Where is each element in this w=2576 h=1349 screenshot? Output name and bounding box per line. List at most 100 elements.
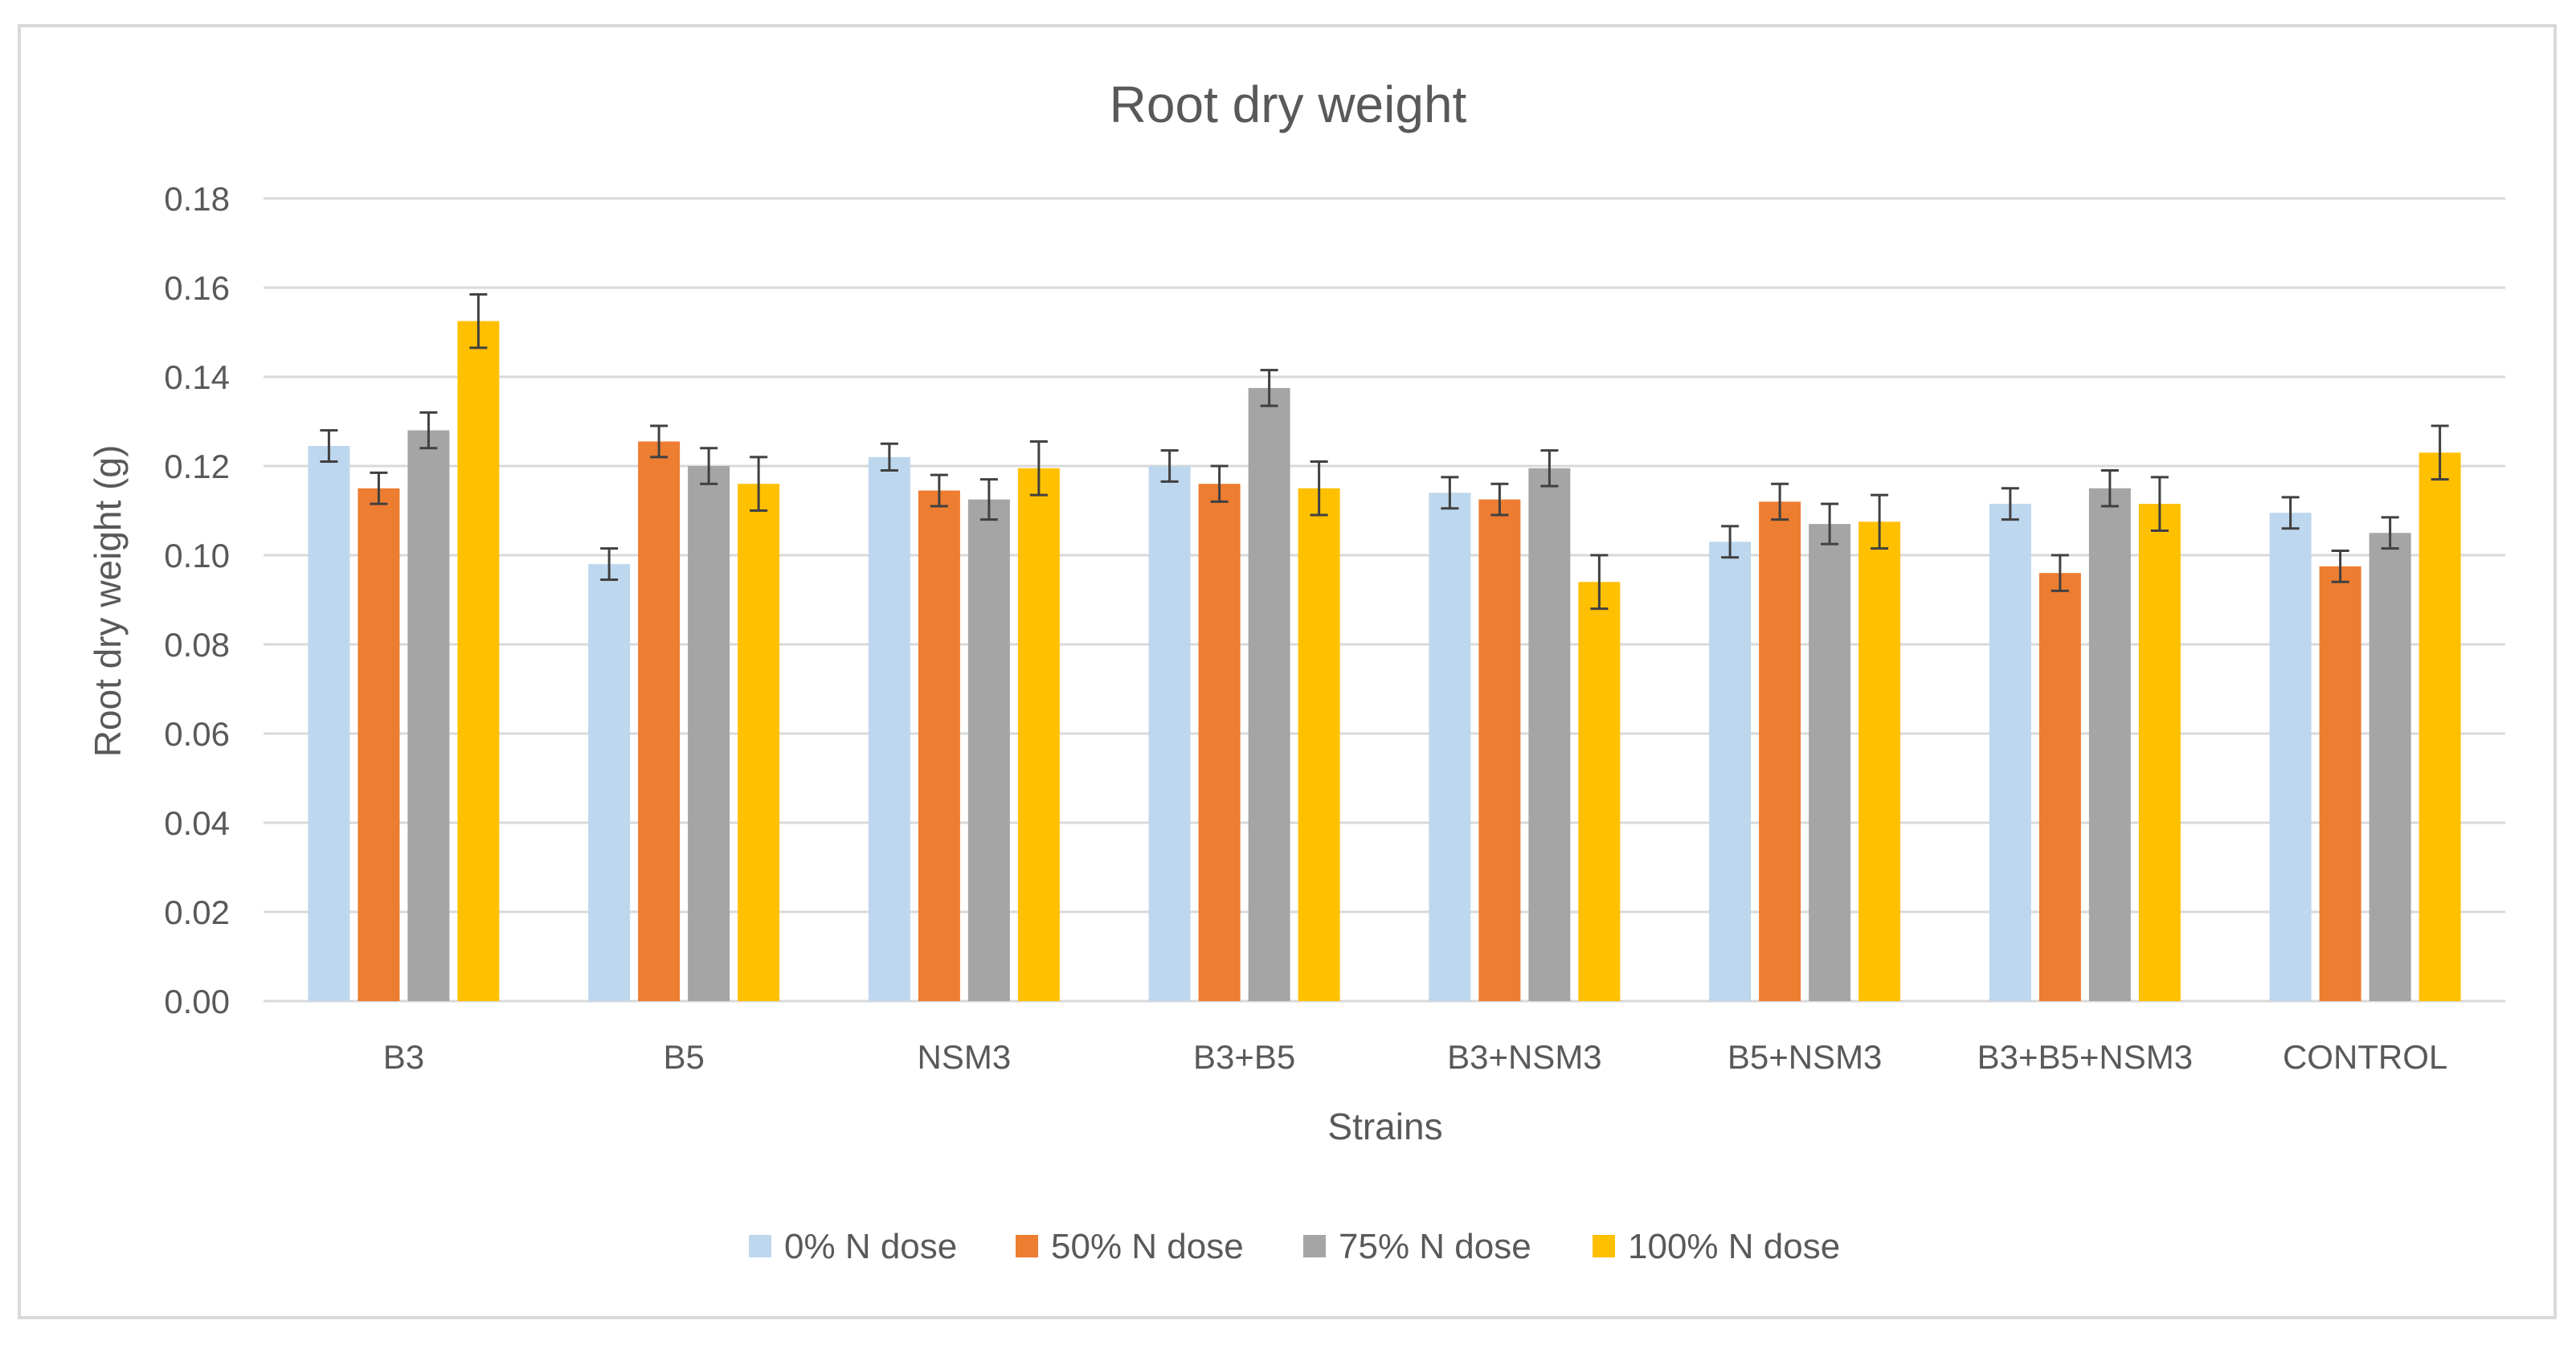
error-bar [600,547,619,582]
error-bar [1771,482,1789,521]
y-tick-label: 0.16 [164,269,230,307]
bar [1709,542,1752,1001]
bar [358,488,400,1001]
bar [1148,466,1191,1001]
y-tick-label: 0.00 [164,983,230,1020]
x-axis-label: Strains [1327,1106,1442,1147]
bar [1578,582,1621,1001]
error-bar [1871,493,1889,550]
legend-label: 50% N dose [1051,1227,1244,1266]
error-bar [1721,525,1740,559]
error-bar [2100,469,2119,508]
y-tick-label: 0.02 [164,893,230,931]
error-bar [979,478,998,521]
error-bar [1540,449,1559,488]
error-bar [650,424,669,459]
error-bar [1029,439,1048,497]
legend-swatch [1016,1235,1038,1257]
bar [1478,499,1521,1001]
y-axis-ticks: 0.00 0.02 0.04 0.06 0.08 0.10 0.12 0.14 0.16 0.18 [164,180,230,1020]
error-bar [1821,502,1839,546]
error-bar [2381,516,2399,550]
error-bar [750,456,768,512]
bar [308,446,350,1001]
error-bar [370,471,388,505]
y-axis-label: Root dry weight (g) [87,445,129,758]
x-tick-label: B5 [663,1038,704,1076]
x-tick-label: B3+NSM3 [1447,1038,1602,1076]
error-bar [930,473,948,508]
bar [2369,533,2411,1001]
y-tick-label: 0.12 [164,448,230,485]
bar [2088,488,2131,1001]
error-bar [1441,476,1459,510]
y-tick-label: 0.10 [164,537,230,574]
bar [1809,524,1851,1001]
error-bar [2281,496,2300,530]
error-bar [1310,460,1328,517]
bar [407,430,450,1001]
y-tick-label: 0.18 [164,180,230,218]
bar [1017,468,1060,1001]
legend-item: 75% N dose [1303,1227,1531,1266]
x-tick-label: B3+B5 [1193,1038,1295,1076]
error-bar [320,429,338,463]
bar [967,499,1010,1001]
y-tick-label: 0.04 [164,804,230,842]
x-tick-label: NSM3 [918,1038,1012,1076]
legend-swatch [1303,1235,1326,1257]
bar [1858,521,1901,1001]
error-bar [1160,449,1179,483]
legend-label: 75% N dose [1339,1227,1531,1266]
bar [2269,513,2312,1001]
legend-swatch [1593,1235,1615,1257]
legend-item: 50% N dose [1016,1227,1244,1266]
error-bar [2001,487,2019,521]
bar [738,484,780,1001]
bar [1429,493,1471,1001]
legend-item: 100% N dose [1593,1227,1840,1266]
chart-title: Root dry weight [1110,76,1467,133]
legend: 0% N dose 50% N dose 75% N dose 100% N dose [749,1227,1840,1266]
error-bar [1590,554,1609,611]
gridlines [264,197,2505,1003]
error-bar [2331,549,2349,583]
bar [2319,566,2361,1001]
error-bar [880,442,898,472]
bar [868,456,910,1001]
bars [308,321,2461,1001]
bar [688,466,730,1001]
bar [1198,484,1241,1001]
x-tick-label: CONTROL [2283,1038,2447,1076]
x-tick-label: B3+B5+NSM3 [1977,1038,2194,1076]
bar [1528,468,1571,1001]
bar [1759,501,1801,1001]
bar [1298,488,1340,1001]
bar [918,490,960,1001]
legend-swatch [749,1235,771,1257]
x-tick-label: B5+NSM3 [1728,1038,1883,1076]
error-bar [2150,476,2169,532]
x-axis-ticks: B3 B5 NSM3 B3+B5 B3+NSM3 B5+NSM3 B3+B5+NSM3 CON… [383,1038,2448,1076]
bar [457,321,500,1001]
error-bar [1210,464,1229,503]
bar [2038,573,2081,1001]
error-bars [320,292,2449,611]
bar [1989,504,2031,1001]
error-bar [469,292,488,350]
legend-label: 100% N dose [1628,1227,1840,1266]
bar [1248,387,1290,1001]
error-bar [1260,369,1278,407]
error-bar [2431,424,2449,481]
bar [638,441,681,1001]
error-bar [1490,482,1509,517]
bar [2138,504,2181,1001]
error-bar [700,447,718,485]
y-tick-label: 0.06 [164,715,230,753]
error-bar [419,411,438,450]
legend-item: 0% N dose [749,1227,957,1266]
y-tick-label: 0.14 [164,358,230,396]
y-tick-label: 0.08 [164,626,230,664]
legend-label: 0% N dose [784,1227,957,1266]
